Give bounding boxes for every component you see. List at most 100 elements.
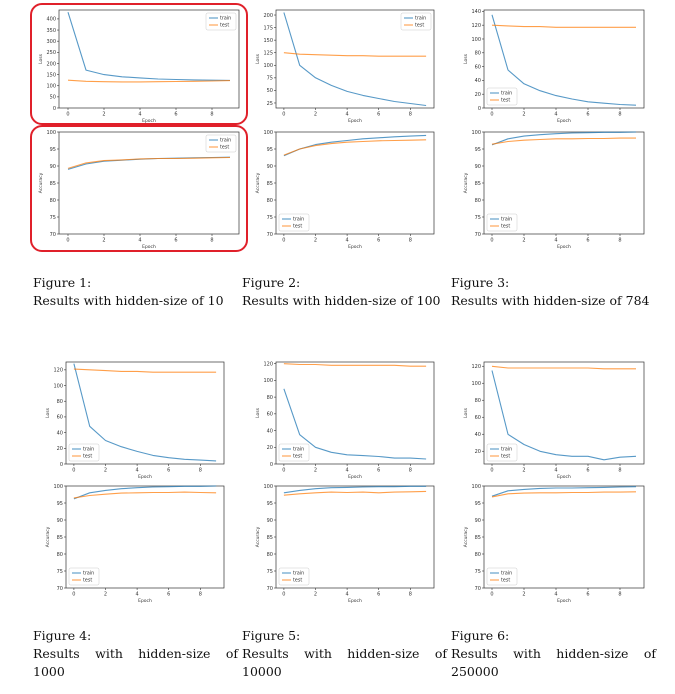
- x-tick-label: 8: [210, 112, 213, 118]
- legend-label-train: train: [293, 571, 304, 577]
- y-tick-label: 60: [57, 415, 63, 421]
- legend-label-train: train: [415, 16, 426, 22]
- y-tick-label: 70: [475, 232, 481, 238]
- y-tick-label: 140: [471, 9, 481, 15]
- x-tick-label: 0: [282, 468, 285, 474]
- y-tick-label: 80: [267, 552, 273, 558]
- x-axis-label: Epoch: [348, 474, 362, 480]
- x-tick-label: 8: [199, 468, 202, 474]
- y-tick-label: 85: [57, 535, 63, 541]
- y-tick-label: 100: [471, 130, 481, 136]
- y-tick-label: 150: [263, 38, 273, 44]
- y-tick-label: 100: [53, 383, 63, 389]
- legend-box: [68, 567, 100, 586]
- x-tick-label: 4: [346, 468, 349, 474]
- x-tick-label: 8: [618, 238, 621, 244]
- legend-box: [486, 567, 518, 586]
- y-tick-label: 200: [263, 13, 273, 19]
- y-tick-label: 80: [475, 51, 481, 57]
- y-tick-label: 20: [475, 449, 481, 455]
- y-axis-label: Loss: [45, 407, 51, 418]
- y-tick-label: 80: [267, 395, 273, 401]
- x-axis-label: Epoch: [138, 474, 152, 480]
- x-tick-label: 6: [586, 592, 589, 598]
- series-line-train: [67, 12, 231, 81]
- y-tick-label: 0: [270, 462, 273, 468]
- y-axis-label: Accuracy: [463, 526, 469, 547]
- caption-text: Results with hidden-size of 100: [242, 293, 441, 308]
- y-tick-label: 75: [57, 569, 63, 575]
- legend-label-train: train: [220, 16, 231, 22]
- x-tick-label: 0: [66, 238, 69, 244]
- x-tick-label: 0: [282, 238, 285, 244]
- legend-label-test: test: [501, 454, 510, 460]
- y-tick-label: 40: [475, 432, 481, 438]
- legend-box: [486, 87, 518, 106]
- y-tick-label: 70: [267, 586, 273, 592]
- y-tick-label: 60: [475, 415, 481, 421]
- y-tick-label: 50: [267, 88, 273, 94]
- y-tick-label: 75: [267, 215, 273, 221]
- y-tick-label: 50: [50, 95, 56, 101]
- y-tick-label: 90: [475, 518, 481, 524]
- y-tick-label: 80: [50, 198, 56, 204]
- series-line-train: [491, 14, 637, 106]
- series-line-train: [491, 486, 637, 497]
- y-tick-label: 120: [471, 23, 481, 29]
- y-tick-label: 80: [57, 552, 63, 558]
- series-line-test: [491, 24, 636, 28]
- x-tick-label: 4: [136, 592, 139, 598]
- caption-heading: Figure 2:: [242, 275, 301, 290]
- x-tick-label: 6: [377, 238, 380, 244]
- y-tick-label: 80: [267, 198, 273, 204]
- legend-box: [68, 443, 100, 462]
- y-tick-label: 40: [267, 428, 273, 434]
- y-tick-label: 80: [475, 398, 481, 404]
- legend-box: [205, 12, 237, 31]
- y-tick-label: 95: [475, 147, 481, 153]
- legend-label-train: train: [220, 138, 231, 144]
- legend-label-test: test: [501, 224, 510, 230]
- legend-label-test: test: [83, 454, 92, 460]
- caption-heading: Figure 4:: [33, 628, 92, 643]
- accuracy-chart-fig4: 0 2 4 6 8 70 75 80 85 90 95 100 Epoch Accuracy trainte…: [45, 484, 225, 604]
- x-axis-label: Epoch: [348, 244, 362, 250]
- x-tick-label: 6: [377, 592, 380, 598]
- legend-box: [486, 443, 518, 462]
- series-line-train: [73, 485, 217, 500]
- y-tick-label: 70: [57, 586, 63, 592]
- x-axis-label: Epoch: [142, 118, 156, 124]
- y-tick-label: 90: [57, 518, 63, 524]
- legend-label-train: train: [501, 447, 512, 453]
- y-tick-label: 120: [263, 361, 273, 367]
- x-tick-label: 2: [314, 238, 317, 244]
- y-tick-label: 95: [50, 147, 56, 153]
- y-tick-label: 90: [50, 164, 56, 170]
- series-line-test: [67, 79, 231, 83]
- x-tick-label: 4: [554, 468, 557, 474]
- y-tick-label: 100: [46, 84, 56, 90]
- legend-box: [278, 213, 310, 232]
- figure-caption-2: Figure 2: Results with hidden-size of 10…: [242, 274, 447, 310]
- x-tick-label: 2: [104, 468, 107, 474]
- y-tick-label: 400: [46, 17, 56, 23]
- x-tick-label: 2: [522, 468, 525, 474]
- caption-heading: Figure 5:: [242, 628, 301, 643]
- y-tick-label: 100: [263, 484, 273, 490]
- y-tick-label: 100: [263, 63, 273, 69]
- x-tick-label: 2: [522, 238, 525, 244]
- x-tick-label: 8: [618, 112, 621, 118]
- legend-label-train: train: [293, 447, 304, 453]
- series-line-train: [491, 131, 637, 146]
- y-axis-label: Loss: [463, 407, 469, 418]
- x-tick-label: 4: [136, 468, 139, 474]
- figure-caption-3: Figure 3: Results with hidden-size of 78…: [451, 274, 656, 310]
- x-axis-label: Epoch: [138, 598, 152, 604]
- y-tick-label: 100: [263, 130, 273, 136]
- x-tick-label: 0: [490, 592, 493, 598]
- legend-label-test: test: [501, 578, 510, 584]
- accuracy-chart-fig6: 0 2 4 6 8 70 75 80 85 90 95 100 Epoch Accuracy trainte…: [463, 484, 645, 604]
- figure-caption-5: Figure 5: Results with hidden-size of 10…: [242, 627, 447, 681]
